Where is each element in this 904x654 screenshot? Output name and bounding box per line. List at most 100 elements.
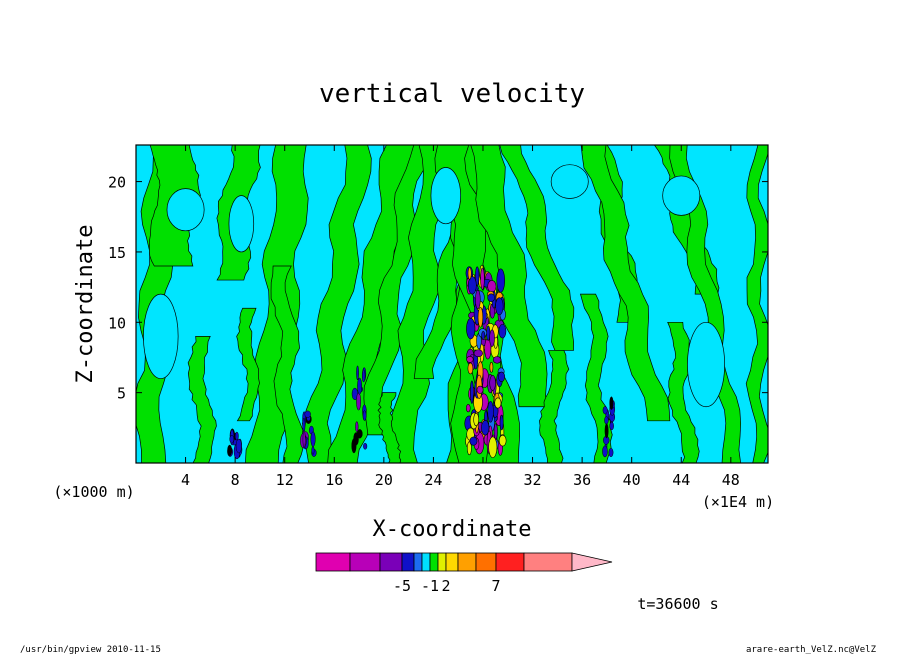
colorbar-label: 2 bbox=[441, 577, 450, 595]
plot-frame bbox=[135, 144, 769, 464]
velocity-field bbox=[136, 145, 768, 463]
velocity-contour bbox=[667, 321, 700, 463]
velocity-contour bbox=[469, 436, 478, 446]
velocity-contour bbox=[363, 145, 431, 436]
velocity-contour bbox=[430, 167, 462, 225]
velocity-contour bbox=[489, 329, 495, 347]
y-tick-label: 15 bbox=[108, 244, 126, 262]
velocity-contour bbox=[745, 145, 768, 463]
y-tick-label: 20 bbox=[108, 174, 126, 192]
velocity-contour bbox=[467, 276, 477, 295]
velocity-contour bbox=[187, 336, 217, 463]
colorbar-segment bbox=[445, 552, 459, 572]
x-tick-label: 36 bbox=[573, 471, 591, 489]
velocity-contour bbox=[604, 416, 609, 425]
velocity-contour bbox=[480, 267, 485, 290]
velocity-contour bbox=[302, 417, 306, 433]
x-tick-label: 48 bbox=[722, 471, 740, 489]
velocity-contour bbox=[539, 350, 570, 463]
velocity-contour bbox=[488, 436, 498, 458]
velocity-contour bbox=[602, 445, 608, 458]
velocity-contour bbox=[475, 289, 481, 310]
velocity-contour bbox=[465, 404, 471, 413]
velocity-contour bbox=[499, 414, 504, 431]
colorbar-segment bbox=[457, 552, 477, 572]
velocity-contour bbox=[687, 321, 725, 408]
x-tick-label: 16 bbox=[325, 471, 343, 489]
velocity-contour bbox=[302, 430, 306, 449]
footer-left: /usr/bin/gpview 2010-11-15 bbox=[20, 645, 161, 654]
velocity-contour bbox=[609, 396, 614, 410]
velocity-contour bbox=[467, 362, 474, 375]
velocity-contour bbox=[466, 318, 476, 340]
colorbar: -5 -1 2 7 bbox=[315, 552, 613, 595]
velocity-contour bbox=[357, 377, 362, 395]
colorbar-label: -5 bbox=[393, 577, 411, 595]
velocity-contour bbox=[234, 431, 239, 441]
colorbar-segment bbox=[475, 552, 497, 572]
velocity-contour bbox=[481, 331, 486, 341]
colorbar-extension bbox=[571, 552, 613, 572]
velocity-contour bbox=[609, 421, 614, 431]
x-tick-label: 12 bbox=[276, 471, 294, 489]
velocity-contour bbox=[604, 423, 609, 439]
y-tick-label: 10 bbox=[108, 314, 126, 332]
velocity-contour bbox=[487, 280, 497, 293]
velocity-contour bbox=[353, 432, 359, 446]
velocity-contour bbox=[304, 410, 311, 418]
colorbar-label: -1 bbox=[421, 577, 439, 595]
x-tick-label: 4 bbox=[181, 471, 190, 489]
velocity-contour bbox=[481, 419, 490, 436]
footer-right: arare-earth_VelZ.nc@VelZ bbox=[746, 645, 877, 654]
velocity-contour bbox=[467, 267, 472, 280]
colorbar-segment bbox=[413, 552, 423, 572]
velocity-contour bbox=[466, 441, 472, 456]
x-tick-label: 32 bbox=[524, 471, 542, 489]
velocity-contour bbox=[473, 412, 480, 427]
velocity-contour bbox=[236, 307, 260, 422]
y-tick-label: 5 bbox=[117, 385, 126, 403]
velocity-contour bbox=[602, 406, 608, 415]
colorbar-segment bbox=[421, 552, 431, 572]
velocity-contour bbox=[662, 175, 701, 216]
velocity-contour bbox=[487, 400, 494, 423]
x-tick-label: 20 bbox=[375, 471, 393, 489]
velocity-contour bbox=[495, 297, 504, 316]
velocity-contour bbox=[550, 164, 589, 199]
colorbar-segment bbox=[401, 552, 415, 572]
velocity-contour bbox=[498, 324, 507, 339]
velocity-contour bbox=[362, 410, 367, 421]
velocity-contour bbox=[470, 380, 474, 404]
velocity-contour bbox=[489, 375, 496, 391]
velocity-contour bbox=[228, 195, 255, 253]
x-tick-label: 44 bbox=[672, 471, 690, 489]
velocity-contour bbox=[466, 356, 474, 363]
velocity-contour bbox=[492, 356, 502, 364]
velocity-contour bbox=[473, 349, 483, 358]
colorbar-segment bbox=[379, 552, 403, 572]
velocity-contour bbox=[363, 442, 368, 450]
velocity-contour bbox=[499, 145, 575, 351]
velocity-contour bbox=[489, 361, 494, 373]
colorbar-segment bbox=[315, 552, 351, 572]
colorbar-segment bbox=[437, 552, 447, 572]
y-axis-label: Z-coordinate bbox=[73, 225, 98, 384]
velocity-contour bbox=[498, 371, 505, 383]
velocity-contour bbox=[235, 438, 242, 454]
colorbar-segment bbox=[349, 552, 381, 572]
velocity-contour bbox=[487, 293, 495, 302]
velocity-contour bbox=[229, 435, 235, 444]
velocity-contour bbox=[270, 265, 304, 463]
velocity-contour bbox=[143, 293, 179, 379]
velocity-contour bbox=[311, 446, 315, 455]
velocity-contour bbox=[227, 444, 233, 457]
velocity-contour bbox=[361, 369, 366, 383]
x-tick-label: 28 bbox=[474, 471, 492, 489]
velocity-contour bbox=[356, 365, 359, 381]
velocity-contour bbox=[477, 307, 484, 328]
velocity-contour bbox=[498, 434, 507, 447]
colorbar-segment bbox=[429, 552, 439, 572]
velocity-contour bbox=[476, 385, 484, 394]
